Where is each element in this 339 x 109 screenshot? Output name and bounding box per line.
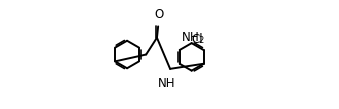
Text: O: O: [154, 8, 163, 21]
Text: NH: NH: [158, 77, 176, 90]
Text: NH$_2$: NH$_2$: [181, 31, 205, 46]
Text: Cl: Cl: [191, 33, 203, 46]
